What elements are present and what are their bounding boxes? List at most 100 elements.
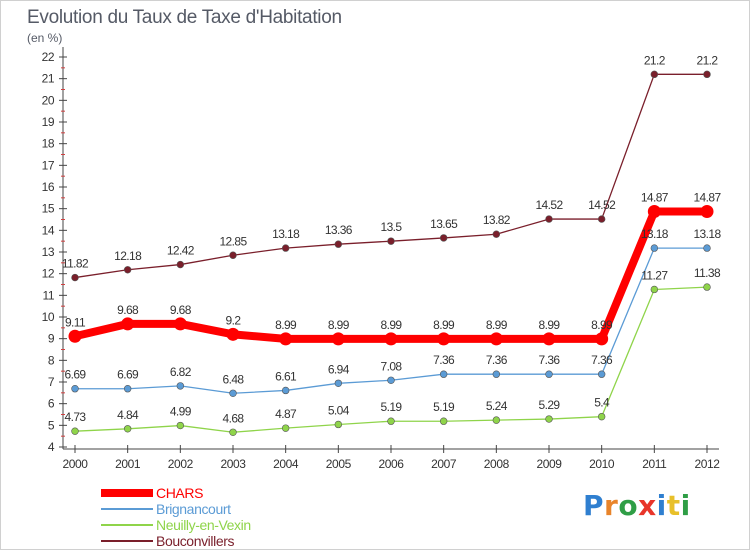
data-label-chars: 8.99 [486,318,508,332]
data-label-bouconvillers: 12.18 [114,249,142,263]
data-point-neuilly-en-vexin [334,420,343,429]
data-point-neuilly-en-vexin [597,412,606,421]
data-point-brignancourt [387,376,395,384]
y-tick-label: 17 [42,158,55,172]
data-label-bouconvillers: 13.82 [483,213,511,227]
data-label-brignancourt: 7.08 [381,359,403,373]
data-label-neuilly-en-vexin: 4.73 [65,410,87,424]
data-point-brignancourt [597,370,606,378]
data-label-neuilly-en-vexin: 4.84 [117,408,139,422]
chart-unit-label: (en %) [27,31,63,45]
data-label-brignancourt: 13.18 [641,227,669,241]
data-label-brignancourt: 6.82 [170,365,192,379]
x-tick-label: 2001 [115,457,141,471]
data-point-bouconvillers [176,260,185,269]
data-point-neuilly-en-vexin [650,285,659,294]
data-label-brignancourt: 6.69 [117,368,139,382]
data-point-neuilly-en-vexin [387,417,395,425]
data-label-brignancourt: 6.69 [65,368,87,382]
logo-letter: r [604,489,619,522]
x-tick-label: 2009 [536,457,562,471]
logo-letter: o [618,489,639,522]
data-label-bouconvillers: 14.52 [535,198,563,212]
data-point-brignancourt [545,370,553,378]
data-label-chars: 14.87 [641,190,669,204]
chart-title: Evolution du Taux de Taxe d'Habitation [27,7,342,28]
data-point-chars [331,332,345,346]
data-point-neuilly-en-vexin [281,424,290,432]
data-point-brignancourt [334,379,343,387]
data-label-bouconvillers: 21.2 [644,53,666,67]
data-point-bouconvillers [597,215,606,223]
data-point-bouconvillers [229,251,237,259]
data-label-bouconvillers: 12.42 [167,244,195,258]
data-label-brignancourt: 6.61 [275,369,297,383]
y-tick-label: 7 [48,375,55,389]
data-point-brignancourt [123,385,132,393]
data-label-bouconvillers: 11.82 [62,257,89,271]
data-label-bouconvillers: 13.65 [430,217,458,231]
data-label-neuilly-en-vexin: 5.4 [594,396,610,410]
data-point-bouconvillers [281,244,290,252]
x-tick-label: 2010 [589,457,615,471]
y-tick-label: 9 [48,332,55,346]
y-tick-label: 5 [48,418,55,432]
data-label-neuilly-en-vexin: 5.19 [433,400,455,414]
data-point-brignancourt [229,389,237,397]
data-label-chars: 9.11 [65,315,86,329]
legend-label: Bouconvillers [156,533,235,549]
data-point-brignancourt [71,385,79,393]
data-point-chars [437,332,451,346]
data-label-chars: 9.68 [117,303,139,317]
legend-swatch [101,489,153,497]
data-label-bouconvillers: 12.85 [219,234,247,248]
y-tick-label: 18 [42,137,55,151]
data-label-neuilly-en-vexin: 5.29 [539,398,561,412]
x-tick-label: 2012 [694,457,720,471]
data-label-chars: 8.99 [433,318,455,332]
data-point-chars [226,327,240,341]
y-tick-label: 6 [48,397,55,411]
data-point-bouconvillers [387,237,395,245]
data-label-brignancourt: 6.48 [223,372,245,386]
y-tick-label: 11 [43,288,55,302]
data-point-neuilly-en-vexin [703,283,711,291]
data-label-neuilly-en-vexin: 4.68 [223,411,245,425]
data-point-brignancourt [650,244,659,252]
y-tick-label: 16 [42,180,55,194]
data-label-brignancourt: 7.36 [591,353,613,367]
data-point-brignancourt [492,370,501,378]
data-label-neuilly-en-vexin: 11.38 [694,266,721,280]
data-label-chars: 8.99 [591,318,613,332]
data-label-neuilly-en-vexin: 4.99 [170,405,192,419]
data-point-chars [121,317,135,331]
data-label-chars: 14.87 [693,190,721,204]
data-point-bouconvillers [334,240,343,248]
data-point-bouconvillers [492,230,501,238]
data-point-neuilly-en-vexin [71,427,79,435]
data-label-chars: 9.2 [226,313,242,327]
legend-swatch [101,508,153,510]
data-label-brignancourt: 7.36 [486,353,508,367]
data-label-neuilly-en-vexin: 4.87 [275,407,297,421]
data-point-neuilly-en-vexin [545,415,553,423]
x-tick-label: 2006 [378,457,404,471]
x-tick-label: 2011 [642,457,667,471]
data-point-chars [173,317,187,331]
data-label-brignancourt: 7.36 [433,353,455,367]
chart-axes: 4 5 6 7 8 9 10 11 12 13 14 15 16 17 18 19 20 21 22 2000 2001… [42,47,721,471]
data-point-chars [384,332,398,346]
data-point-neuilly-en-vexin [229,428,237,436]
data-point-chars [700,204,714,218]
data-point-neuilly-en-vexin [176,421,185,430]
data-label-brignancourt: 7.36 [539,353,561,367]
data-point-bouconvillers [545,215,553,223]
data-label-brignancourt: 6.94 [328,362,350,376]
data-point-brignancourt [281,386,290,395]
x-tick-label: 2007 [431,457,457,471]
data-label-bouconvillers: 14.52 [588,198,616,212]
data-point-chars [647,204,661,218]
data-label-bouconvillers: 13.36 [325,223,353,237]
data-label-brignancourt: 13.18 [693,227,721,241]
